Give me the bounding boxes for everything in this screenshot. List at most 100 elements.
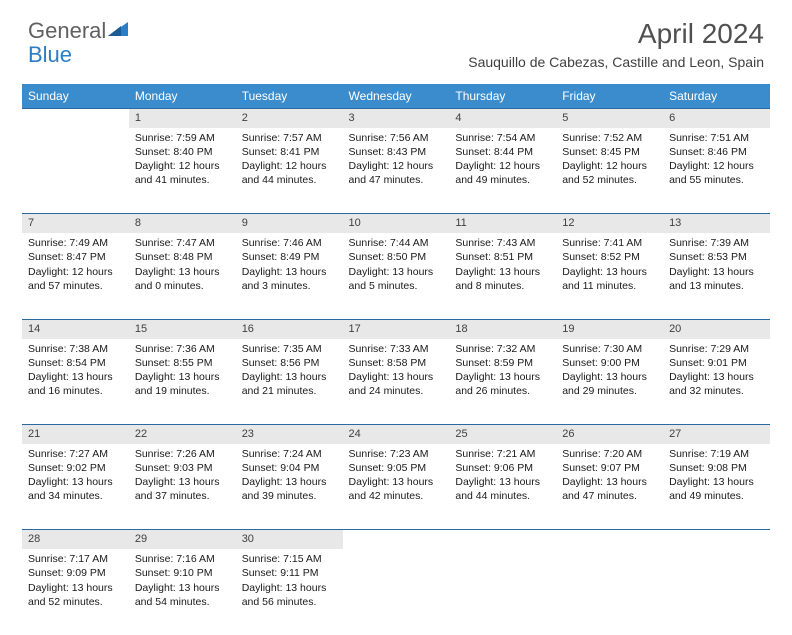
sunset-text: Sunset: 8:56 PM [242, 356, 337, 370]
daylight-text: Daylight: 13 hours and 11 minutes. [562, 265, 657, 293]
day-cell: Sunrise: 7:54 AMSunset: 8:44 PMDaylight:… [449, 128, 556, 214]
day-cell-content: Sunrise: 7:24 AMSunset: 9:04 PMDaylight:… [236, 444, 343, 508]
sunrise-text: Sunrise: 7:23 AM [349, 447, 444, 461]
sunset-text: Sunset: 8:55 PM [135, 356, 230, 370]
sunset-text: Sunset: 9:11 PM [242, 566, 337, 580]
daylight-text: Daylight: 13 hours and 32 minutes. [669, 370, 764, 398]
day-cell: Sunrise: 7:57 AMSunset: 8:41 PMDaylight:… [236, 128, 343, 214]
day-cell: Sunrise: 7:30 AMSunset: 9:00 PMDaylight:… [556, 339, 663, 425]
sunrise-text: Sunrise: 7:56 AM [349, 131, 444, 145]
sunrise-text: Sunrise: 7:26 AM [135, 447, 230, 461]
day-number-cell: 7 [22, 214, 129, 233]
day-cell: Sunrise: 7:36 AMSunset: 8:55 PMDaylight:… [129, 339, 236, 425]
day-cell-content: Sunrise: 7:36 AMSunset: 8:55 PMDaylight:… [129, 339, 236, 403]
day-cell: Sunrise: 7:43 AMSunset: 8:51 PMDaylight:… [449, 233, 556, 319]
day-cell: Sunrise: 7:59 AMSunset: 8:40 PMDaylight:… [129, 128, 236, 214]
day-cell: Sunrise: 7:15 AMSunset: 9:11 PMDaylight:… [236, 549, 343, 635]
day-number-cell [556, 530, 663, 549]
day-of-week-row: SundayMondayTuesdayWednesdayThursdayFrid… [22, 84, 770, 109]
sunset-text: Sunset: 9:04 PM [242, 461, 337, 475]
sunrise-text: Sunrise: 7:32 AM [455, 342, 550, 356]
sunrise-text: Sunrise: 7:44 AM [349, 236, 444, 250]
day-cell-content: Sunrise: 7:59 AMSunset: 8:40 PMDaylight:… [129, 128, 236, 192]
day-cell-content: Sunrise: 7:43 AMSunset: 8:51 PMDaylight:… [449, 233, 556, 297]
day-number-cell: 17 [343, 319, 450, 338]
sunset-text: Sunset: 8:46 PM [669, 145, 764, 159]
day-number-cell: 20 [663, 319, 770, 338]
logo-text-blue: Blue [28, 42, 72, 67]
day-cell [22, 128, 129, 214]
daylight-text: Daylight: 13 hours and 29 minutes. [562, 370, 657, 398]
day-cell: Sunrise: 7:49 AMSunset: 8:47 PMDaylight:… [22, 233, 129, 319]
day-cell: Sunrise: 7:47 AMSunset: 8:48 PMDaylight:… [129, 233, 236, 319]
day-cell-content: Sunrise: 7:19 AMSunset: 9:08 PMDaylight:… [663, 444, 770, 508]
day-cell-content: Sunrise: 7:20 AMSunset: 9:07 PMDaylight:… [556, 444, 663, 508]
day-number-cell: 22 [129, 425, 236, 444]
daylight-text: Daylight: 13 hours and 37 minutes. [135, 475, 230, 503]
sunrise-text: Sunrise: 7:39 AM [669, 236, 764, 250]
daylight-text: Daylight: 13 hours and 26 minutes. [455, 370, 550, 398]
day-cell-content: Sunrise: 7:38 AMSunset: 8:54 PMDaylight:… [22, 339, 129, 403]
day-content-row: Sunrise: 7:59 AMSunset: 8:40 PMDaylight:… [22, 128, 770, 214]
day-number-cell: 21 [22, 425, 129, 444]
day-cell [449, 549, 556, 635]
daylight-text: Daylight: 13 hours and 24 minutes. [349, 370, 444, 398]
day-number-cell: 27 [663, 425, 770, 444]
daylight-text: Daylight: 12 hours and 47 minutes. [349, 159, 444, 187]
day-number-cell: 12 [556, 214, 663, 233]
sunset-text: Sunset: 8:44 PM [455, 145, 550, 159]
logo-triangle-icon [108, 20, 130, 43]
sunrise-text: Sunrise: 7:24 AM [242, 447, 337, 461]
sunset-text: Sunset: 8:48 PM [135, 250, 230, 264]
day-number-cell: 10 [343, 214, 450, 233]
daylight-text: Daylight: 12 hours and 41 minutes. [135, 159, 230, 187]
day-cell: Sunrise: 7:17 AMSunset: 9:09 PMDaylight:… [22, 549, 129, 635]
sunrise-text: Sunrise: 7:51 AM [669, 131, 764, 145]
sunrise-text: Sunrise: 7:15 AM [242, 552, 337, 566]
daylight-text: Daylight: 12 hours and 57 minutes. [28, 265, 123, 293]
daylight-text: Daylight: 13 hours and 13 minutes. [669, 265, 764, 293]
sunset-text: Sunset: 9:02 PM [28, 461, 123, 475]
day-number-cell: 16 [236, 319, 343, 338]
sunrise-text: Sunrise: 7:46 AM [242, 236, 337, 250]
sunset-text: Sunset: 8:53 PM [669, 250, 764, 264]
daylight-text: Daylight: 12 hours and 52 minutes. [562, 159, 657, 187]
sunset-text: Sunset: 8:50 PM [349, 250, 444, 264]
day-number-cell: 3 [343, 109, 450, 128]
day-number-cell: 24 [343, 425, 450, 444]
day-cell-content: Sunrise: 7:44 AMSunset: 8:50 PMDaylight:… [343, 233, 450, 297]
sunrise-text: Sunrise: 7:43 AM [455, 236, 550, 250]
sunset-text: Sunset: 8:51 PM [455, 250, 550, 264]
day-number-cell: 23 [236, 425, 343, 444]
sunrise-text: Sunrise: 7:27 AM [28, 447, 123, 461]
day-cell [556, 549, 663, 635]
day-of-week-header: Thursday [449, 84, 556, 109]
day-of-week-header: Tuesday [236, 84, 343, 109]
daylight-text: Daylight: 13 hours and 3 minutes. [242, 265, 337, 293]
day-number-cell: 14 [22, 319, 129, 338]
daylight-text: Daylight: 12 hours and 55 minutes. [669, 159, 764, 187]
day-of-week-header: Wednesday [343, 84, 450, 109]
sunrise-text: Sunrise: 7:57 AM [242, 131, 337, 145]
sunset-text: Sunset: 8:49 PM [242, 250, 337, 264]
day-cell-content: Sunrise: 7:33 AMSunset: 8:58 PMDaylight:… [343, 339, 450, 403]
sunset-text: Sunset: 9:10 PM [135, 566, 230, 580]
day-cell-content: Sunrise: 7:47 AMSunset: 8:48 PMDaylight:… [129, 233, 236, 297]
day-number-cell: 6 [663, 109, 770, 128]
daylight-text: Daylight: 13 hours and 42 minutes. [349, 475, 444, 503]
day-cell-content: Sunrise: 7:49 AMSunset: 8:47 PMDaylight:… [22, 233, 129, 297]
daylight-text: Daylight: 13 hours and 52 minutes. [28, 581, 123, 609]
sunrise-text: Sunrise: 7:19 AM [669, 447, 764, 461]
calendar-table: SundayMondayTuesdayWednesdayThursdayFrid… [22, 84, 770, 635]
day-number-cell [663, 530, 770, 549]
day-cell-content: Sunrise: 7:30 AMSunset: 9:00 PMDaylight:… [556, 339, 663, 403]
location-text: Sauquillo de Cabezas, Castille and Leon,… [468, 54, 764, 70]
sunrise-text: Sunrise: 7:41 AM [562, 236, 657, 250]
sunrise-text: Sunrise: 7:33 AM [349, 342, 444, 356]
daylight-text: Daylight: 13 hours and 34 minutes. [28, 475, 123, 503]
day-number-cell: 1 [129, 109, 236, 128]
calendar-body: 123456Sunrise: 7:59 AMSunset: 8:40 PMDay… [22, 109, 770, 635]
day-cell: Sunrise: 7:56 AMSunset: 8:43 PMDaylight:… [343, 128, 450, 214]
day-cell: Sunrise: 7:46 AMSunset: 8:49 PMDaylight:… [236, 233, 343, 319]
day-cell-content: Sunrise: 7:56 AMSunset: 8:43 PMDaylight:… [343, 128, 450, 192]
